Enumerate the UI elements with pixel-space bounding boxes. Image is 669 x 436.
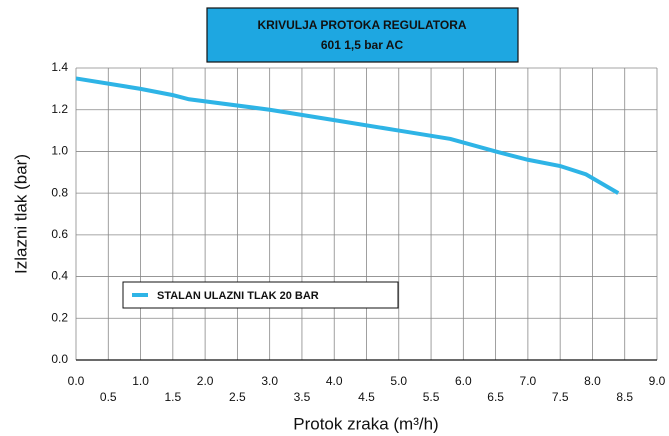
- x-tick-label: 7.5: [552, 390, 569, 404]
- x-tick-label: 4.5: [358, 390, 375, 404]
- x-tick-label: 2.5: [229, 390, 246, 404]
- x-axis-label: Protok zraka (m³/h): [293, 414, 438, 433]
- y-tick-label: 0.6: [51, 227, 68, 241]
- x-tick-label: 5.0: [390, 374, 407, 388]
- y-tick-label: 1.0: [51, 144, 68, 158]
- y-tick-label: 0.0: [51, 352, 68, 366]
- x-tick-label: 6.5: [487, 390, 504, 404]
- x-tick-label: 9.0: [649, 374, 666, 388]
- x-tick-label: 4.0: [326, 374, 343, 388]
- x-tick-label: 8.0: [584, 374, 601, 388]
- legend-box: [122, 281, 399, 309]
- x-tick-label: 0.5: [100, 390, 117, 404]
- x-tick-label: 0.0: [68, 374, 85, 388]
- title-box: [206, 7, 519, 63]
- x-tick-label: 7.0: [520, 374, 537, 388]
- y-tick-label: 1.2: [51, 102, 68, 116]
- chart-title: KRIVULJA PROTOKA REGULATORA: [257, 18, 466, 32]
- x-tick-label: 6.0: [455, 374, 472, 388]
- x-tick-label: 3.5: [294, 390, 311, 404]
- data-line: [75, 76, 620, 195]
- y-axis-label: Izlazni tlak (bar): [11, 154, 30, 274]
- y-tick-label: 1.4: [51, 60, 68, 74]
- x-tick-label: 8.5: [616, 390, 633, 404]
- x-tick-label: 1.5: [164, 390, 181, 404]
- chart-subtitle: 601 1,5 bar AC: [321, 38, 404, 52]
- x-tick-label: 1.0: [132, 374, 149, 388]
- x-tick-label: 3.0: [261, 374, 278, 388]
- y-tick-label: 0.4: [51, 269, 68, 283]
- x-tick-label: 5.5: [423, 390, 440, 404]
- y-tick-label: 0.2: [51, 310, 68, 324]
- y-tick-label: 0.8: [51, 185, 68, 199]
- legend-label: STALAN ULAZNI TLAK 20 BAR: [157, 290, 319, 302]
- x-tick-label: 2.0: [197, 374, 214, 388]
